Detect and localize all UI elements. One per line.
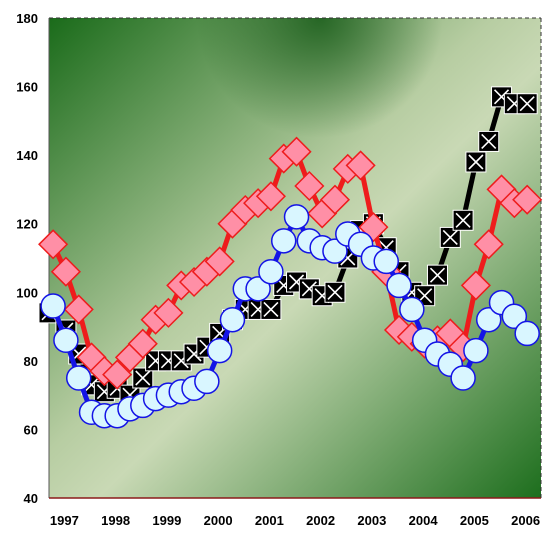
data-point-diamond: [512, 184, 543, 215]
marker-cross: [519, 96, 535, 112]
data-point-diamond: [345, 150, 376, 181]
data-point-circle: [245, 276, 271, 302]
data-point-circle: [53, 327, 79, 354]
series-layer: [38, 86, 543, 429]
data-point-x-square: [426, 264, 448, 286]
y-tick-label: 100: [16, 285, 38, 300]
data-point-circle: [450, 365, 476, 391]
data-point-circle: [399, 296, 425, 323]
data-point-circle: [463, 337, 489, 364]
marker-cross: [455, 212, 471, 228]
data-point-circle: [283, 204, 310, 230]
y-tick-label: 160: [16, 80, 38, 95]
axes: 40 60 80 100 120 140 160 180 1997 1998 1999 2000 200…: [16, 11, 542, 528]
data-point-circle: [373, 248, 399, 275]
data-point-x-square: [439, 226, 461, 248]
data-point-x-square: [132, 367, 154, 389]
marker-cross: [468, 154, 484, 170]
data-point-diamond: [281, 136, 312, 167]
x-tick-label: 2006: [511, 513, 540, 528]
x-tick-label: 2002: [306, 513, 335, 528]
y-tick-label: 140: [16, 148, 38, 163]
data-point-diamond: [50, 256, 81, 287]
marker-cross: [442, 229, 458, 245]
data-point-circle: [40, 293, 66, 319]
data-point-circle: [194, 368, 220, 395]
y-tick-label: 120: [16, 217, 38, 232]
x-tick-label: 2001: [255, 513, 284, 528]
data-point-diamond: [127, 328, 158, 359]
marker-cross: [135, 370, 151, 386]
data-point-x-square: [465, 151, 487, 173]
data-point-circle: [270, 228, 297, 254]
x-tick-label: 2005: [460, 513, 489, 528]
data-point-circle: [501, 303, 528, 330]
data-point-x-square: [478, 130, 500, 152]
data-point-x-square: [516, 93, 538, 115]
data-point-circle: [206, 337, 233, 364]
x-tick-label: 1998: [101, 513, 130, 528]
data-point-circle: [258, 258, 284, 285]
data-point-diamond: [102, 359, 133, 390]
data-point-x-square: [324, 281, 346, 303]
data-point-circle: [475, 306, 502, 333]
data-point-diamond: [460, 270, 491, 301]
data-point-circle: [514, 320, 540, 347]
data-point-diamond: [204, 246, 235, 277]
series-3: [40, 204, 540, 429]
data-point-diamond: [38, 229, 69, 260]
marker-cross: [327, 284, 343, 300]
data-point-x-square: [452, 209, 474, 231]
x-tick-label: 1999: [152, 513, 181, 528]
marker-cross: [263, 301, 279, 317]
x-tick-label: 2004: [409, 513, 439, 528]
data-point-circle: [65, 365, 92, 391]
data-point-circle: [386, 272, 412, 299]
x-tick-label: 2003: [357, 513, 386, 528]
data-point-circle: [219, 306, 246, 333]
marker-cross: [481, 133, 497, 149]
data-point-diamond: [473, 229, 504, 260]
y-tick-label: 80: [24, 354, 38, 369]
data-point-diamond: [255, 181, 286, 212]
y-tick-label: 180: [16, 11, 38, 26]
data-point-diamond: [294, 170, 325, 202]
x-tick-label: 1997: [50, 513, 79, 528]
data-point-diamond: [153, 297, 184, 328]
x-tick-label: 2000: [204, 513, 233, 528]
marker-cross: [429, 267, 446, 283]
y-tick-label: 40: [24, 491, 38, 506]
y-tick-label: 60: [24, 422, 38, 437]
data-point-x-square: [260, 298, 282, 320]
data-point-diamond: [319, 184, 351, 215]
data-point-diamond: [63, 294, 94, 325]
data-point-circle: [322, 238, 348, 264]
